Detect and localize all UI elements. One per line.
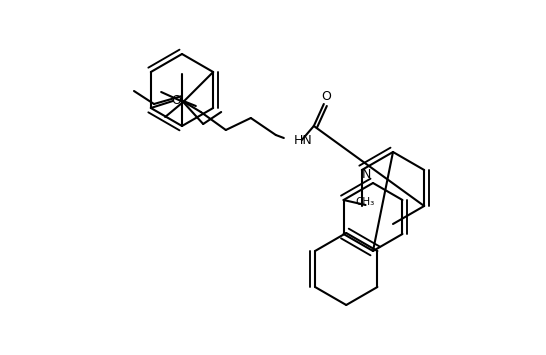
Text: HN: HN: [294, 133, 312, 147]
Text: CH₃: CH₃: [355, 197, 375, 207]
Text: O: O: [321, 91, 331, 104]
Text: O: O: [171, 93, 181, 106]
Text: N: N: [362, 169, 371, 181]
